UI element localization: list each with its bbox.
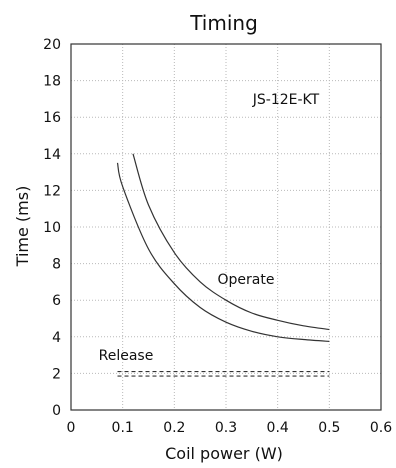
y-tick-label: 16: [43, 110, 61, 126]
y-tick-label: 18: [43, 74, 61, 90]
y-tick-label: 0: [52, 403, 61, 419]
y-tick-label: 4: [52, 330, 61, 346]
grid-lines: [71, 44, 381, 410]
y-tick-label: 20: [43, 37, 61, 53]
x-tick-label: 0.4: [267, 420, 289, 436]
y-tick-label: 14: [43, 147, 61, 163]
x-tick-label: 0.2: [163, 420, 185, 436]
y-tick-label: 2: [52, 366, 61, 382]
y-tick-label: 10: [43, 220, 61, 236]
operate-curve-1: [116, 162, 330, 342]
y-axis-label: Time (ms): [13, 186, 32, 268]
y-tick-label: 6: [52, 293, 61, 309]
x-tick-label: 0.6: [370, 420, 392, 436]
x-tick-label: 0: [67, 420, 76, 436]
x-tick-label: 0.3: [215, 420, 237, 436]
tick-labels: 0 0.1 0.2 0.3 0.4 0.5 0.6 0 2 4 6 8 10 12 14 16 18 20: [43, 37, 392, 436]
plot-frame: [70, 43, 382, 411]
y-tick-label: 12: [43, 183, 61, 199]
chart-title: Timing: [189, 11, 258, 35]
x-axis-label: Coil power (W): [165, 444, 283, 463]
x-tick-label: 0.5: [318, 420, 340, 436]
x-tick-label: 0.1: [112, 420, 134, 436]
release-annotation: Release: [99, 348, 154, 364]
y-tick-label: 8: [52, 257, 61, 273]
operate-curve-0: [132, 153, 330, 331]
series-group: [116, 153, 330, 377]
model-annotation: JS-12E-KT: [252, 92, 320, 108]
operate-annotation: Operate: [218, 272, 275, 288]
